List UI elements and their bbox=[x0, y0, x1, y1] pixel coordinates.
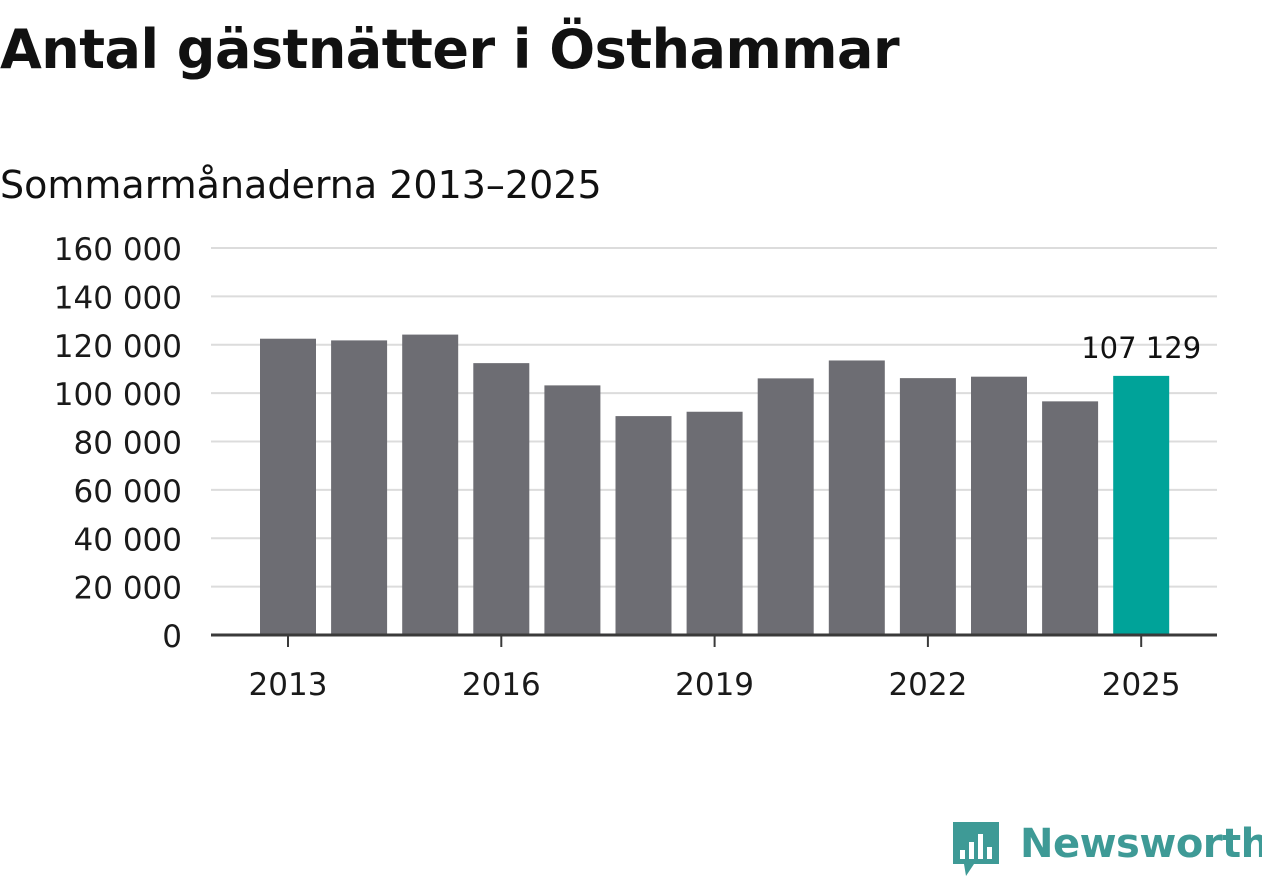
newsworthy-logo: Newsworthy bbox=[950, 818, 1262, 878]
y-axis-tick-labels: 0 20 000 40 000 60 000 80 000 100 000 120 000 1… bbox=[54, 232, 182, 655]
annotations: 107 129 bbox=[1081, 331, 1201, 365]
bar-2018 bbox=[615, 416, 672, 635]
y-tick-label: 20 000 bbox=[74, 571, 182, 607]
y-tick-label: 140 000 bbox=[54, 280, 182, 316]
bar-2021 bbox=[828, 360, 885, 635]
x-tick-label: 2016 bbox=[462, 667, 541, 703]
y-tick-label: 80 000 bbox=[74, 426, 182, 462]
x-tick-label: 2019 bbox=[675, 667, 754, 703]
data-label: 107 129 bbox=[1081, 331, 1201, 365]
bar-2017 bbox=[544, 385, 601, 635]
y-tick-label: 0 bbox=[162, 619, 182, 655]
chart-subtitle: Sommarmånaderna 2013–2025 bbox=[0, 163, 602, 207]
bar-2022 bbox=[899, 378, 956, 635]
bar-2023 bbox=[971, 376, 1027, 635]
bar-2016 bbox=[473, 363, 530, 635]
x-tick-label: 2022 bbox=[888, 667, 967, 703]
y-tick-label: 60 000 bbox=[74, 474, 182, 510]
x-axis bbox=[211, 633, 1217, 647]
y-tick-label: 120 000 bbox=[54, 329, 182, 365]
bars bbox=[260, 334, 1170, 635]
y-tick-label: 40 000 bbox=[74, 522, 182, 558]
bar-2019 bbox=[686, 411, 743, 635]
y-tick-label: 160 000 bbox=[54, 232, 182, 268]
x-axis-tick-labels: 2013 2016 2019 2022 2025 bbox=[249, 667, 1181, 703]
logo-bar bbox=[987, 847, 992, 859]
logo-speech-bubble bbox=[953, 822, 999, 876]
logo-bar bbox=[969, 842, 974, 859]
logo-bar bbox=[978, 834, 983, 859]
logo-wordmark: Newsworthy bbox=[1020, 821, 1262, 867]
newsworthy-logo-icon bbox=[953, 822, 999, 876]
bar-2014 bbox=[331, 340, 388, 635]
y-tick-label: 100 000 bbox=[54, 377, 182, 413]
chart-title: Antal gästnätter i Östhammar bbox=[0, 18, 900, 81]
x-tick-label: 2025 bbox=[1102, 667, 1181, 703]
bar-2020 bbox=[757, 378, 814, 635]
bar-2013 bbox=[260, 338, 316, 635]
bar-2015 bbox=[402, 334, 459, 635]
x-tick-label: 2013 bbox=[249, 667, 328, 703]
bar-2025 bbox=[1113, 375, 1170, 635]
bar-2024 bbox=[1042, 401, 1099, 635]
logo-bar bbox=[960, 850, 965, 859]
